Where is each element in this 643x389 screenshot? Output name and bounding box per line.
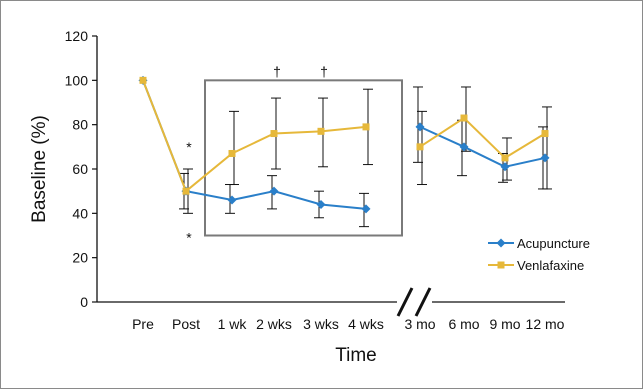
series-lines	[142, 79, 546, 210]
x-tick-label: 6 mo	[448, 316, 479, 332]
venlafaxine-point	[541, 130, 549, 138]
series-markers	[138, 75, 550, 214]
acupuncture-point	[269, 186, 279, 196]
venlafaxine-point	[317, 127, 325, 135]
legend-marker	[497, 261, 505, 269]
tick-labels: 0 20 40 60 80 100 120 Pre Post 1 wk 2 wks 3 wks 4 wk…	[65, 28, 565, 332]
venlafaxine-point	[228, 149, 236, 157]
venlafaxine-point	[270, 130, 278, 138]
axis-break-mark	[414, 287, 432, 317]
legend-label: Acupuncture	[517, 236, 590, 251]
acupuncture-line	[419, 125, 546, 168]
x-tick-label: 4 wks	[348, 316, 384, 332]
venlafaxine-point	[362, 123, 370, 131]
venlafaxine-point	[139, 76, 147, 84]
acupuncture-point	[540, 153, 550, 163]
acupuncture-point	[415, 122, 425, 132]
x-tick-label: 9 mo	[489, 316, 520, 332]
axis-break-mark	[396, 287, 414, 317]
annotations: * * † †	[186, 63, 328, 245]
acupuncture-point	[459, 142, 469, 152]
venlafaxine-line	[142, 79, 367, 193]
significance-asterisk: *	[186, 139, 192, 155]
y-tick-label: 60	[72, 161, 88, 177]
axes	[92, 35, 565, 317]
x-axis-label: Time	[335, 345, 377, 366]
significance-dagger: †	[320, 63, 328, 79]
legend-marker	[496, 238, 506, 248]
x-tick-label: 3 wks	[303, 316, 339, 332]
venlafaxine-point	[416, 143, 424, 151]
x-tick-label: 12 mo	[526, 316, 565, 332]
venlafaxine-point	[501, 154, 509, 162]
x-tick-label: 2 wks	[256, 316, 292, 332]
venlafaxine-point	[460, 114, 468, 122]
venlafaxine-line	[419, 116, 546, 160]
acupuncture-point	[227, 195, 237, 205]
acupuncture-point	[361, 204, 371, 214]
acupuncture-point	[500, 162, 510, 172]
x-tick-label: Post	[172, 316, 200, 332]
highlight-box	[204, 79, 403, 237]
legend: Acupuncture Venlafaxine	[488, 236, 590, 273]
y-tick-label: 80	[72, 117, 88, 133]
x-tick-label: 3 mo	[404, 316, 435, 332]
y-tick-label: 100	[65, 72, 89, 88]
acupuncture-line	[142, 79, 367, 210]
significance-dagger: †	[273, 63, 281, 79]
y-tick-label: 20	[72, 250, 88, 266]
x-tick-label: Pre	[132, 316, 154, 332]
acupuncture-point	[316, 199, 326, 209]
legend-label: Venlafaxine	[517, 258, 584, 273]
y-tick-label: 120	[65, 28, 89, 44]
x-tick-label: 1 wk	[218, 316, 248, 332]
y-tick-label: 40	[72, 205, 88, 221]
significance-asterisk: *	[186, 230, 192, 246]
venlafaxine-point	[182, 187, 190, 195]
y-axis-label: Baseline (%)	[29, 115, 50, 223]
highlight-box-group	[204, 79, 403, 237]
y-tick-label: 0	[80, 294, 88, 310]
